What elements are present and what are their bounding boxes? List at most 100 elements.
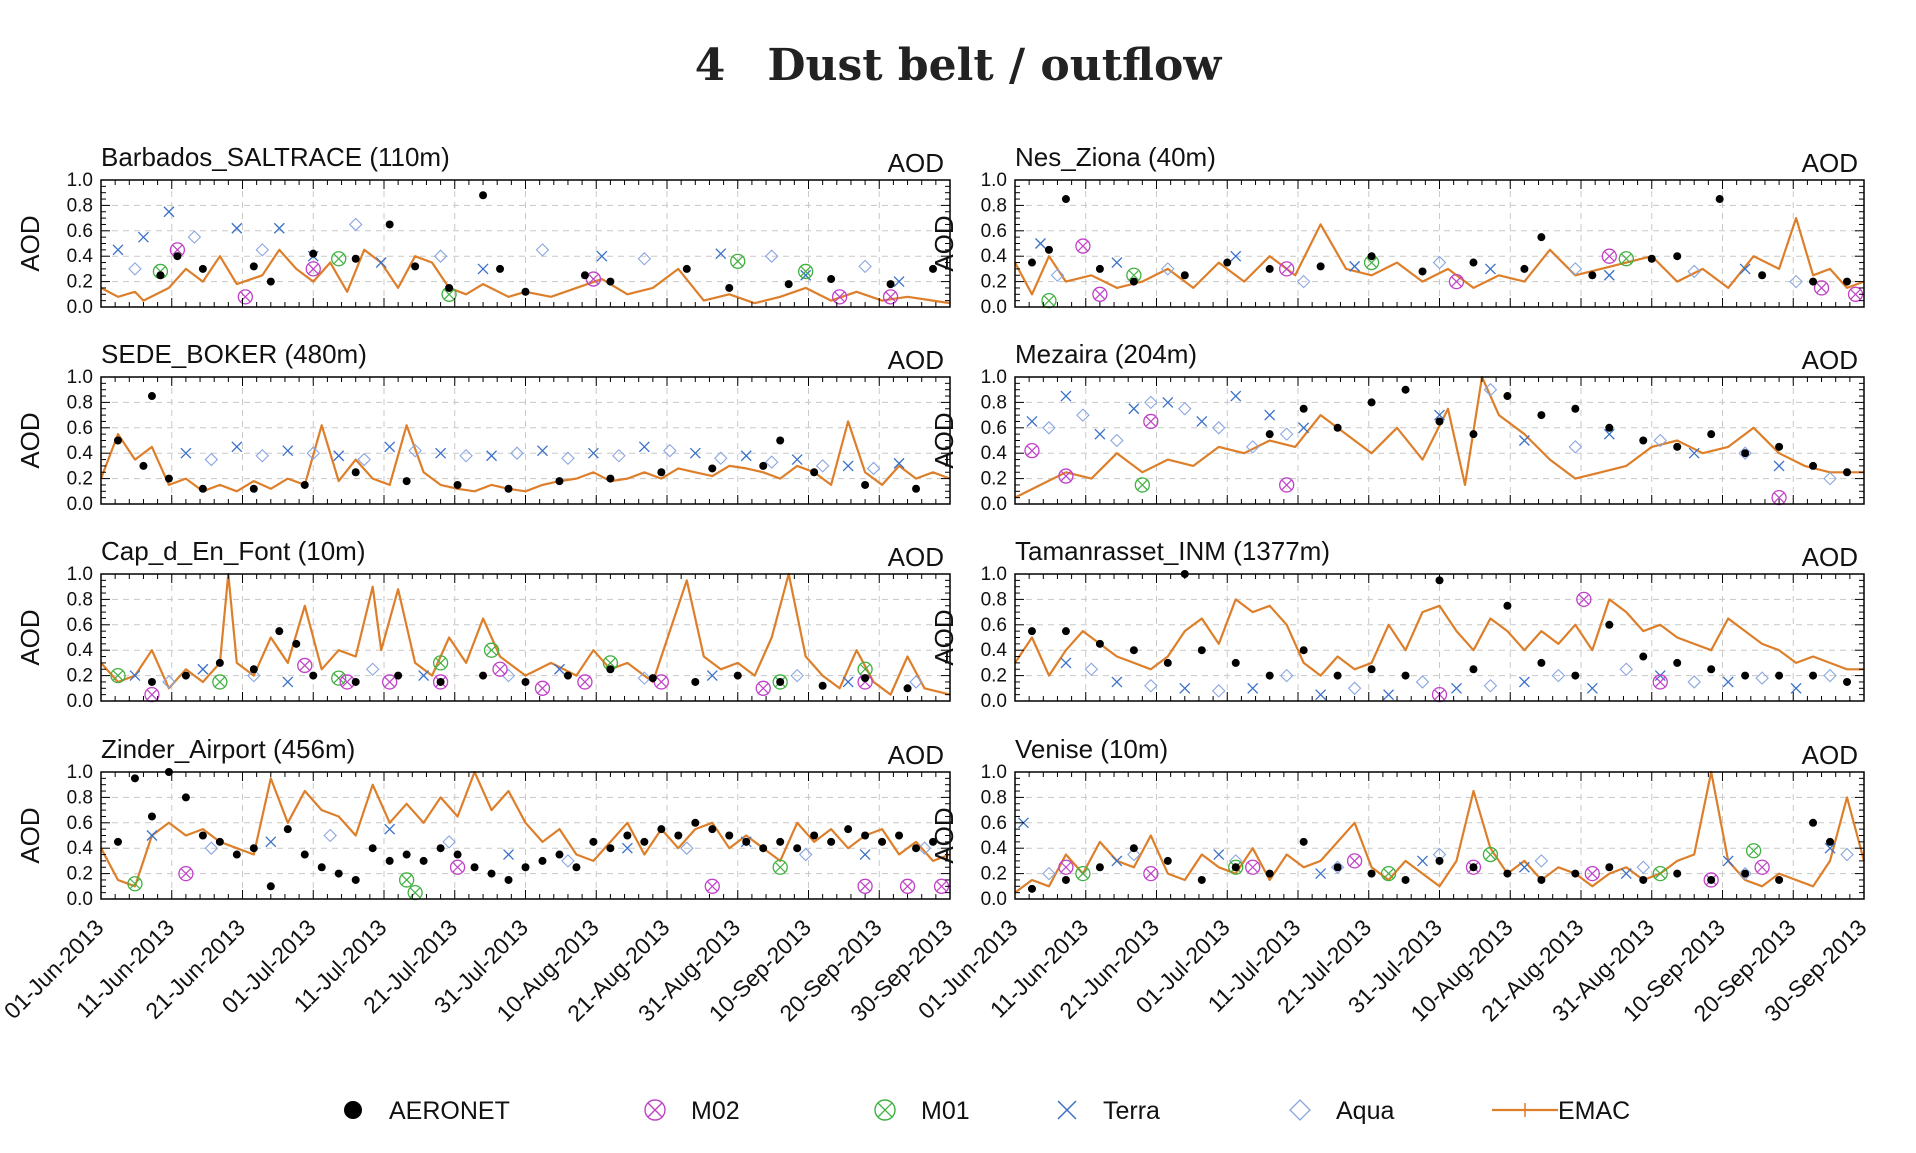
chart-panel: 0.0 0.2 0.4 0.6 0.8 1.0 AOD Cap_d_En_Font (10m)… — [15, 536, 951, 712]
aeronet-point — [1401, 671, 1410, 680]
legend-label: M01 — [921, 1097, 970, 1125]
y-tick-label: 0.4 — [67, 640, 94, 661]
y-tick-label: 0.4 — [67, 838, 94, 859]
panel-variable: AOD — [888, 740, 944, 770]
aeronet-point — [1367, 252, 1376, 261]
terra-point — [1162, 396, 1174, 408]
aeronet-series — [147, 627, 912, 693]
terra-series — [146, 823, 871, 861]
aqua-point — [1076, 408, 1090, 422]
terra-point — [715, 248, 727, 260]
aqua-series — [1042, 382, 1837, 486]
terra-point — [1315, 868, 1327, 880]
terra-point — [893, 276, 905, 288]
aeronet-point — [810, 468, 819, 477]
aeronet-point — [479, 191, 488, 200]
y-tick-label: 0.4 — [67, 443, 94, 464]
panel-variable: AOD — [1802, 148, 1858, 178]
aeronet-point — [521, 287, 530, 296]
y-tick-label: 0.8 — [67, 787, 93, 808]
m01-point — [331, 670, 347, 686]
terra-point — [1230, 390, 1242, 402]
aeronet-point — [1758, 271, 1767, 280]
aeronet-point — [317, 863, 326, 872]
legend-aqua-marker — [1289, 1099, 1311, 1121]
terra-point — [418, 670, 430, 682]
aeronet-point — [886, 280, 895, 289]
aeronet-point — [929, 264, 938, 273]
aeronet-point — [1707, 430, 1716, 439]
aeronet-point — [606, 844, 615, 853]
y-tick-label: 0.0 — [67, 297, 93, 318]
y-tick-label: 1.0 — [981, 170, 1007, 191]
m02-series — [1431, 591, 1668, 703]
m01-point — [1652, 865, 1668, 882]
aeronet-point — [674, 831, 683, 840]
panel-title: Mezaira (204m) — [1015, 339, 1197, 369]
legend-item: Aqua — [1289, 1097, 1394, 1125]
terra-point — [112, 244, 124, 256]
terra-point — [282, 676, 294, 688]
aeronet-point — [648, 674, 657, 683]
legend-marker-stroke — [647, 1102, 663, 1118]
aeronet-point — [563, 671, 572, 680]
aqua-point — [637, 671, 652, 685]
aqua-point — [1823, 471, 1837, 486]
terra-point — [1060, 657, 1072, 669]
aeronet-point — [1707, 875, 1716, 884]
aeronet-point — [334, 869, 343, 878]
aqua-point — [1483, 382, 1498, 397]
aeronet-point — [113, 436, 122, 445]
aqua-point — [866, 461, 881, 476]
terra-point — [638, 441, 650, 453]
aeronet-point — [1809, 818, 1818, 827]
m01-series — [127, 859, 788, 901]
terra-point — [146, 830, 158, 841]
aeronet-point — [1537, 233, 1546, 242]
terra-point — [842, 676, 854, 688]
aeronet-series — [113, 392, 921, 493]
terra-point — [1739, 263, 1751, 275]
aeronet-point — [249, 484, 258, 493]
y-tick-label: 0.6 — [67, 615, 93, 636]
y-tick-label: 0.6 — [981, 418, 1007, 439]
terra-point — [1824, 842, 1836, 854]
m01-point — [127, 876, 143, 892]
aeronet-point — [445, 283, 454, 292]
aqua-point — [1568, 262, 1583, 276]
aeronet-point — [1775, 442, 1784, 451]
terra-point — [859, 849, 871, 861]
aeronet-point — [1605, 863, 1614, 872]
aeronet-point — [640, 837, 649, 846]
aeronet-point — [385, 856, 394, 865]
terra-point — [1518, 435, 1530, 446]
terra-series — [1026, 390, 1785, 472]
y-tick-label: 0.6 — [981, 615, 1007, 636]
y-tick-label: 1.0 — [67, 170, 93, 191]
m02-point — [1279, 261, 1295, 277]
aeronet-point — [733, 671, 742, 680]
aqua-point — [1245, 440, 1260, 454]
aqua-point — [1687, 675, 1701, 689]
y-tick-label: 0.0 — [981, 889, 1007, 910]
aeronet-point — [759, 461, 768, 470]
panel-variable: AOD — [1802, 345, 1858, 375]
emac-line — [100, 572, 951, 696]
terra-point — [1111, 676, 1123, 688]
aqua-point — [1144, 678, 1158, 693]
aeronet-point — [1265, 264, 1274, 273]
terra-point — [537, 445, 548, 457]
m01-point — [110, 667, 126, 684]
aeronet-point — [1163, 658, 1172, 667]
aeronet-point — [861, 831, 870, 840]
grid — [1015, 772, 1864, 899]
aqua-point — [909, 675, 923, 689]
aeronet-point — [504, 875, 513, 884]
m02-point — [237, 289, 253, 305]
aeronet-point — [198, 831, 207, 840]
aqua-point — [1042, 421, 1056, 435]
aqua-series — [128, 217, 872, 276]
aeronet-point — [496, 264, 505, 273]
aeronet-point — [742, 837, 751, 846]
